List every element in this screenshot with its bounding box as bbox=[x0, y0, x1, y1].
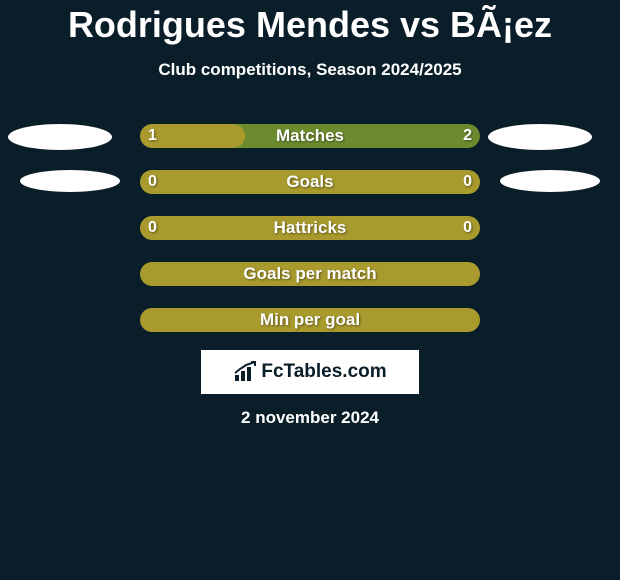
bar-track bbox=[140, 308, 480, 332]
fctables-logo-icon bbox=[233, 361, 257, 383]
fctables-badge: FcTables.com bbox=[201, 350, 419, 394]
stat-row: Hattricks00 bbox=[0, 216, 620, 240]
bar-fill bbox=[140, 170, 480, 194]
bar-fill bbox=[140, 262, 480, 286]
stat-row: Goals per match bbox=[0, 262, 620, 286]
comparison-infographic: Rodrigues Mendes vs BÃ¡ez Club competiti… bbox=[0, 0, 620, 428]
page-title: Rodrigues Mendes vs BÃ¡ez bbox=[68, 4, 552, 46]
stat-row: Matches12 bbox=[0, 124, 620, 148]
stat-row: Min per goal bbox=[0, 308, 620, 332]
bar-fill bbox=[140, 216, 480, 240]
bar-fill bbox=[140, 308, 480, 332]
date-caption: 2 november 2024 bbox=[241, 408, 379, 428]
bar-track bbox=[140, 216, 480, 240]
bar-track bbox=[140, 124, 480, 148]
subtitle: Club competitions, Season 2024/2025 bbox=[158, 60, 461, 80]
bar-track bbox=[140, 262, 480, 286]
chart-area: Matches12 Goals00 Hattricks00 Goals per mat… bbox=[0, 124, 620, 354]
bar-track bbox=[140, 170, 480, 194]
stat-row: Goals00 bbox=[0, 170, 620, 194]
fctables-brand-text: FcTables.com bbox=[261, 361, 386, 383]
bar-fill bbox=[140, 124, 245, 148]
